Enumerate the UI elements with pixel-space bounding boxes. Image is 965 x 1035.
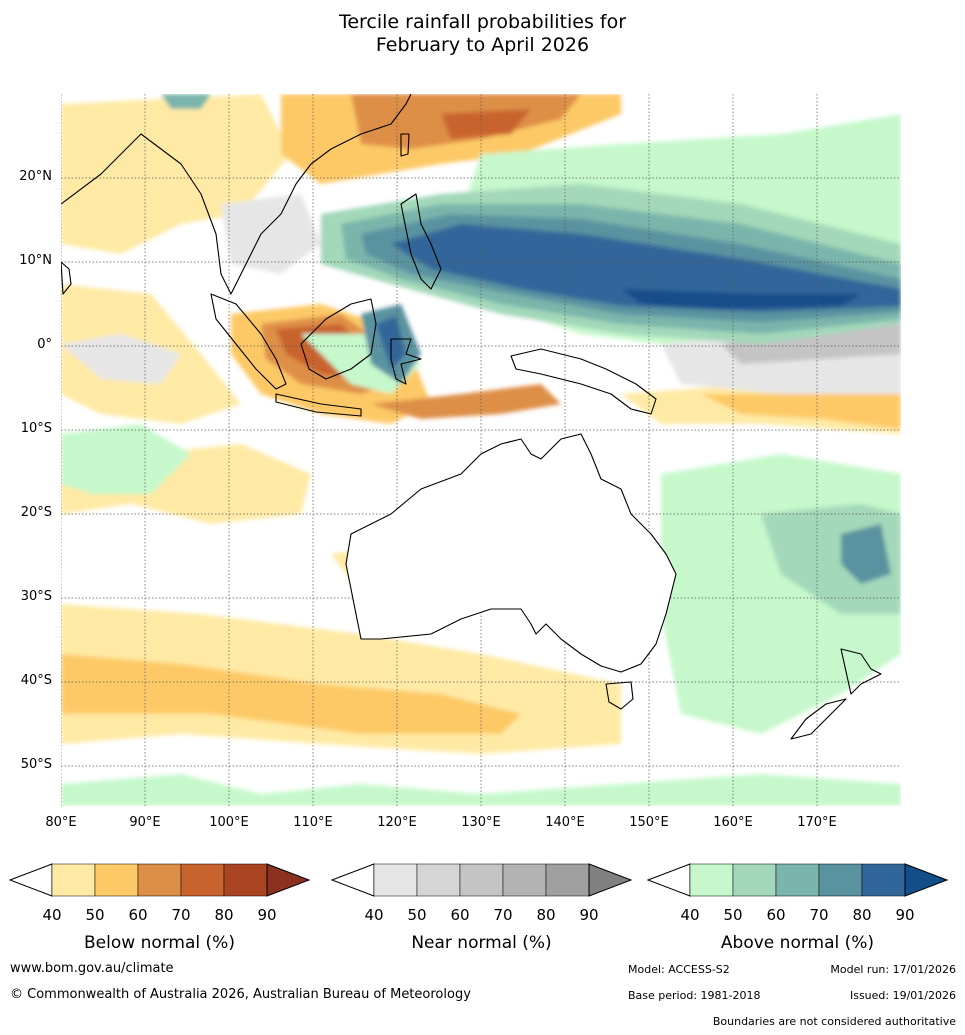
near-normal-swatch-70-80: [502, 863, 547, 897]
above-normal-min-arrow: [646, 863, 691, 897]
lat-label-30s: 30°S: [20, 589, 52, 604]
copyright-notice: © Commonwealth of Australia 2026, Austra…: [10, 987, 471, 1002]
map-title-line-1: Tercile rainfall probabilities for: [338, 11, 627, 33]
lon-label-170e: 170°E: [797, 815, 837, 830]
near-normal-swatch-50-60: [416, 863, 461, 897]
above-normal-swatch-40-50: [689, 863, 734, 897]
near-tick-60: 60: [450, 906, 470, 924]
above-normal-swatch-60-70: [775, 863, 820, 897]
below-normal-swatch-50-60: [94, 863, 139, 897]
lat-label-20n: 20°N: [19, 169, 52, 184]
near-normal-swatch-80-90: [545, 863, 590, 897]
model-name: Model: ACCESS-S2: [628, 963, 730, 976]
legend-colorbars: [8, 863, 949, 897]
model-run-date: Model run: 17/01/2026: [830, 963, 956, 976]
above-normal-legend-label: Above normal (%): [720, 933, 875, 953]
near-tick-90: 90: [579, 906, 599, 924]
above-tick-70: 70: [809, 906, 829, 924]
borneo-outline: [300, 298, 377, 380]
issued-date: Issued: 19/01/2026: [849, 989, 956, 1002]
above-normal-max-arrow: [904, 863, 949, 897]
lon-label-140e: 140°E: [545, 815, 585, 830]
lat-label-20s: 20°S: [20, 505, 52, 520]
below-tick-80: 80: [214, 906, 234, 924]
near-normal-min-arrow: [330, 863, 375, 897]
base-period: Base period: 1981-2018: [628, 989, 761, 1002]
below-normal-legend-label: Below normal (%): [84, 933, 235, 953]
below-normal-swatch-40-50: [51, 863, 96, 897]
below-normal-min-arrow: [8, 863, 53, 897]
sumatra-outline: [210, 293, 287, 390]
near-tick-40: 40: [364, 906, 384, 924]
map-title-line-2: February to April 2026: [375, 34, 590, 56]
taiwan-outline: [400, 133, 410, 157]
lon-label-150e: 150°E: [629, 815, 669, 830]
map-canvas: [61, 94, 901, 806]
lon-label-130e: 130°E: [461, 815, 501, 830]
below-tick-40: 40: [42, 906, 62, 924]
rainfall-probability-map: [61, 94, 901, 806]
near-normal-colorbar: [330, 863, 633, 897]
lat-label-10s: 10°S: [20, 421, 52, 436]
below-tick-90: 90: [257, 906, 277, 924]
below-normal-colorbar: [8, 863, 311, 897]
boundaries-disclaimer: Boundaries are not considered authoritat…: [712, 1015, 956, 1028]
near-normal-swatch-40-50: [373, 863, 418, 897]
lat-label-40s: 40°S: [20, 673, 52, 688]
lon-label-80e: 80°E: [45, 815, 77, 830]
above-tick-60: 60: [766, 906, 786, 924]
new-guinea-outline: [510, 348, 657, 415]
lon-label-120e: 120°E: [377, 815, 417, 830]
above-tick-80: 80: [852, 906, 872, 924]
near-tick-70: 70: [493, 906, 513, 924]
below-tick-70: 70: [171, 906, 191, 924]
above-normal-swatch-80-90: [861, 863, 906, 897]
new-zealand-south-outline: [790, 698, 847, 740]
lat-label-10n: 10°N: [19, 253, 52, 268]
tasmania-outline: [605, 681, 634, 710]
lat-label-50s: 50°S: [20, 757, 52, 772]
above-tick-50: 50: [723, 906, 743, 924]
below-normal-max-arrow: [266, 863, 311, 897]
lon-label-90e: 90°E: [129, 815, 161, 830]
below-normal-swatch-70-80: [180, 863, 225, 897]
near-tick-80: 80: [536, 906, 556, 924]
new-zealand-outline: [840, 648, 882, 695]
above-normal-swatch-70-80: [818, 863, 863, 897]
lon-label-160e: 160°E: [713, 815, 753, 830]
lon-label-110e: 110°E: [293, 815, 333, 830]
bom-website-link[interactable]: www.bom.gov.au/climate: [10, 961, 174, 976]
lon-label-100e: 100°E: [209, 815, 249, 830]
lat-label-0: 0°: [37, 337, 52, 352]
below-normal-swatch-60-70: [137, 863, 182, 897]
near-normal-max-arrow: [588, 863, 633, 897]
below-tick-60: 60: [128, 906, 148, 924]
asia-coast-outline: [61, 94, 412, 295]
above-normal-swatch-50-60: [732, 863, 777, 897]
near-normal-legend-label: Near normal (%): [411, 933, 552, 953]
philippines-outline: [400, 193, 442, 290]
above-tick-90: 90: [895, 906, 915, 924]
coastlines: [61, 94, 882, 740]
below-tick-50: 50: [85, 906, 105, 924]
australia-outline: [345, 433, 677, 673]
below-normal-swatch-80-90: [223, 863, 268, 897]
above-normal-colorbar: [646, 863, 949, 897]
above-tick-40: 40: [680, 906, 700, 924]
sri-lanka-outline: [61, 261, 72, 295]
near-normal-swatch-60-70: [459, 863, 504, 897]
java-outline: [275, 393, 362, 417]
sulawesi-outline: [390, 338, 422, 385]
near-tick-50: 50: [407, 906, 427, 924]
